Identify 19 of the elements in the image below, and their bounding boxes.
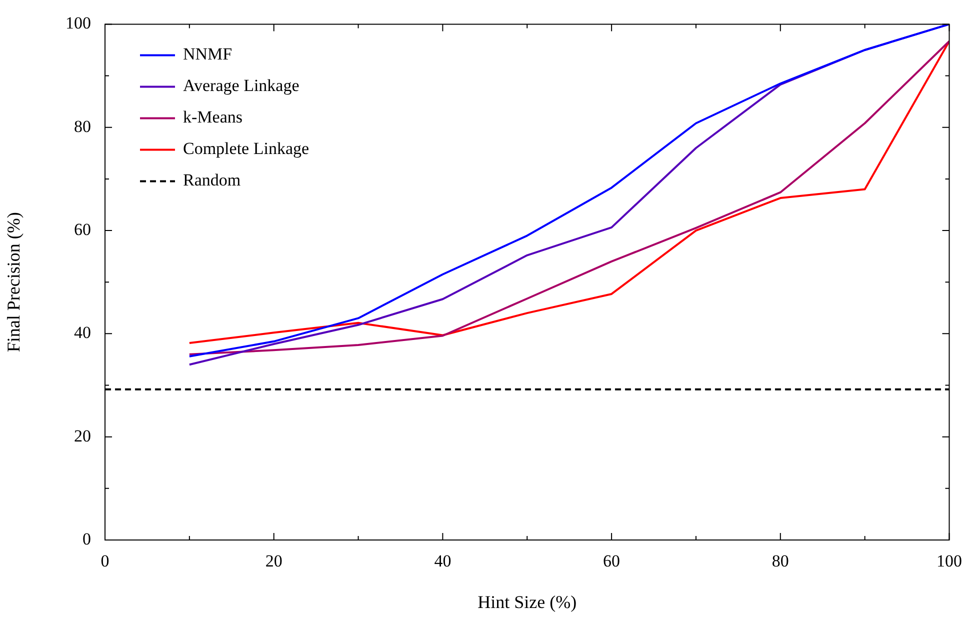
- legend-label: Average Linkage: [183, 76, 300, 96]
- y-tick-label: 0: [82, 529, 91, 548]
- y-tick-label: 20: [74, 426, 91, 446]
- legend-label: NNMF: [183, 44, 232, 64]
- x-tick-label: 60: [603, 552, 620, 571]
- y-tick-label: 80: [74, 116, 91, 136]
- x-tick-label: 40: [434, 552, 452, 571]
- x-tick-label: 80: [772, 552, 789, 571]
- x-tick-label: 100: [936, 552, 962, 571]
- x-tick-label: 0: [100, 552, 110, 571]
- legend-label: Random: [183, 170, 241, 190]
- legend-label: k-Means: [183, 108, 242, 127]
- x-axis-title: Hint Size (%): [478, 592, 577, 612]
- y-tick-label: 60: [74, 220, 91, 239]
- y-axis-title: Final Precision (%): [4, 212, 24, 352]
- y-tick-label: 40: [74, 323, 91, 342]
- x-tick-label: 20: [265, 552, 282, 571]
- legend-label: Complete Linkage: [183, 139, 310, 158]
- y-tick-label: 100: [66, 14, 91, 33]
